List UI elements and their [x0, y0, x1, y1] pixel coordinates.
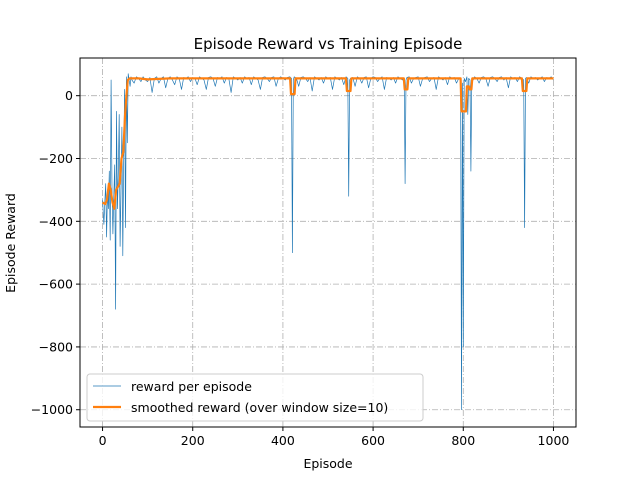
chart-title: Episode Reward vs Training Episode	[194, 35, 463, 53]
x-tick-label: 800	[451, 433, 475, 448]
plot-frame	[79, 57, 577, 428]
series-line-smoothed	[101, 77, 554, 210]
y-axis-ticks: 0 −200 −400 −600 −800 −1000	[31, 88, 80, 417]
x-axis-label: Episode	[303, 456, 352, 471]
legend-label-smooth: smoothed reward (over window size=10)	[131, 400, 388, 415]
x-tick-label: 1000	[538, 433, 570, 448]
legend: reward per episode smoothed reward (over…	[86, 373, 424, 422]
series-smoothed-reward	[101, 77, 554, 210]
x-tick-label: 200	[181, 433, 205, 448]
x-axis-ticks: 0 200 400 600 800 1000	[99, 427, 570, 448]
x-tick-label: 600	[361, 433, 385, 448]
y-tick-label: −200	[39, 151, 73, 166]
y-tick-label: 0	[65, 88, 73, 103]
x-tick-label: 400	[271, 433, 295, 448]
legend-label-raw: reward per episode	[131, 379, 252, 394]
y-tick-label: −800	[39, 339, 73, 354]
y-tick-label: −400	[39, 214, 73, 229]
y-axis-label: Episode Reward	[3, 193, 18, 293]
y-tick-label: −1000	[31, 402, 73, 417]
legend-box	[86, 373, 424, 422]
y-tick-label: −600	[39, 277, 73, 292]
x-tick-label: 0	[99, 433, 107, 448]
